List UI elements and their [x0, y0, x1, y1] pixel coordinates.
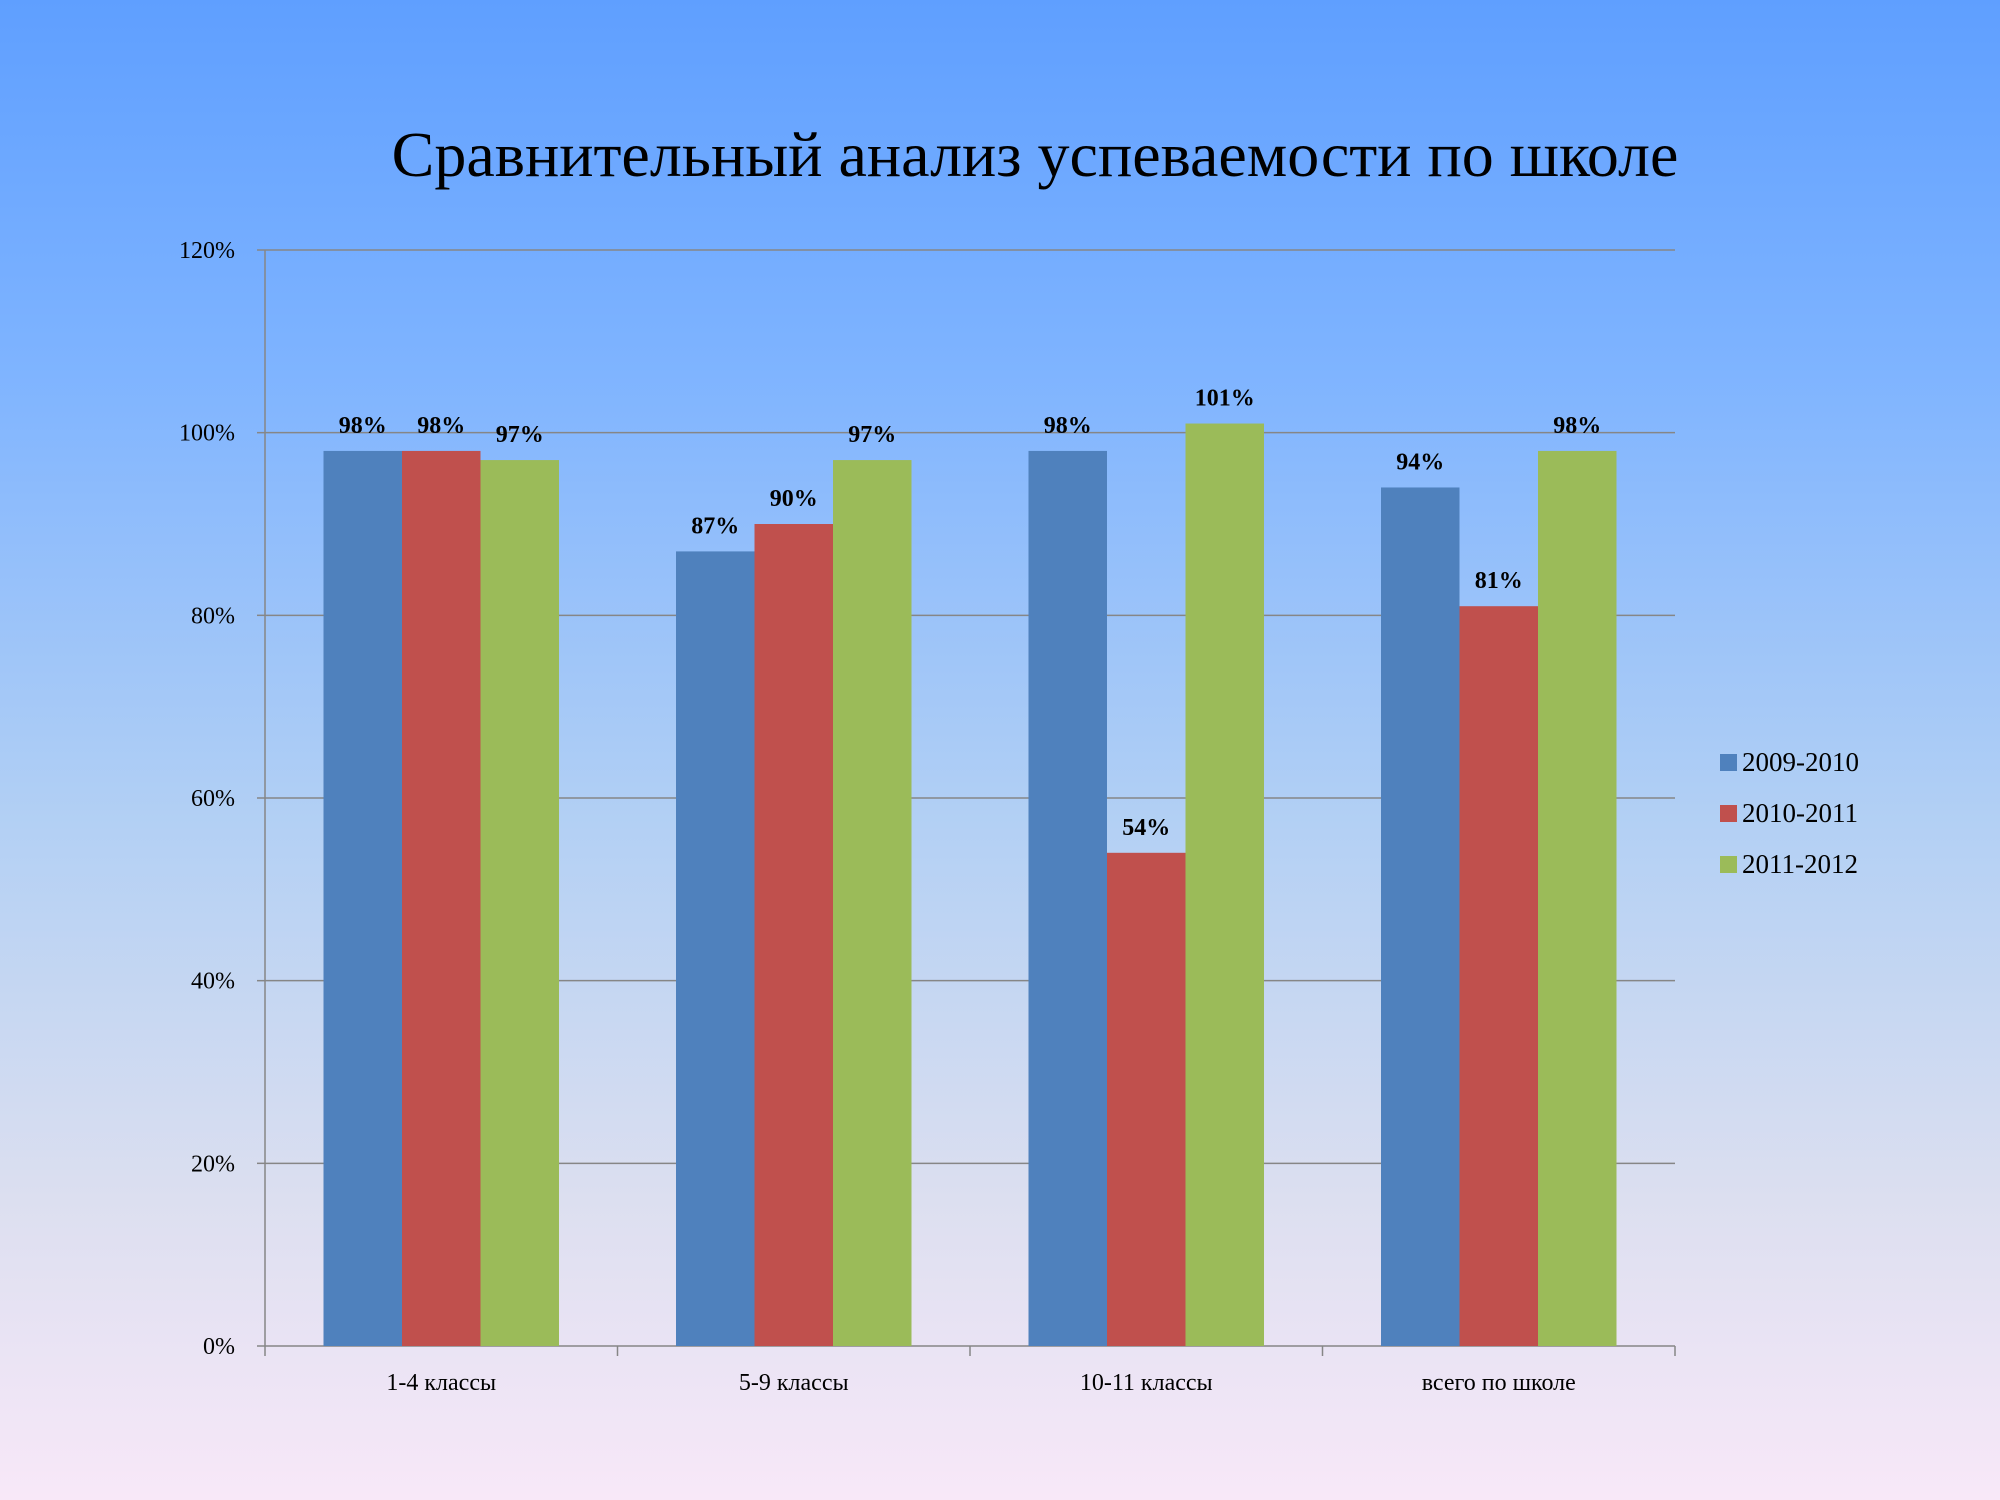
- bars: [323, 423, 1617, 1347]
- data-label: 87%: [691, 513, 739, 539]
- chart-title: Сравнительный анализ успеваемости по шко…: [391, 119, 1679, 190]
- data-labels: 98% 98% 97% 87% 90% 97% 98% 54% 101% 94% 81% 98%: [339, 386, 1602, 841]
- data-label: 98%: [1553, 413, 1601, 439]
- bar: [323, 450, 402, 1346]
- y-tick-label: 40%: [191, 969, 235, 995]
- legend-label: 2009-2010: [1742, 747, 1859, 777]
- bar: [402, 450, 481, 1346]
- data-label: 98%: [339, 413, 387, 439]
- bar: [1538, 450, 1617, 1346]
- legend-swatch: [1720, 856, 1737, 873]
- data-label: 54%: [1122, 815, 1170, 841]
- y-tick-label: 80%: [191, 603, 235, 629]
- data-label: 97%: [848, 422, 896, 448]
- bar: [1107, 852, 1186, 1346]
- legend-swatch: [1720, 805, 1737, 822]
- x-tick-label: 1-4 классы: [386, 1370, 496, 1396]
- bar: [1381, 487, 1460, 1346]
- bar: [1185, 423, 1264, 1346]
- y-tick-label: 20%: [191, 1151, 235, 1177]
- data-label: 101%: [1195, 386, 1255, 412]
- x-tick-label: 5-9 классы: [739, 1370, 849, 1396]
- data-label: 81%: [1475, 568, 1523, 594]
- y-tick-label: 120%: [179, 238, 235, 264]
- bar: [1028, 450, 1107, 1346]
- bar: [480, 460, 559, 1347]
- y-tick-label: 0%: [203, 1334, 235, 1360]
- legend: 2009-2010 2010-2011 2011-2012: [1720, 747, 1859, 879]
- bar: [833, 460, 912, 1347]
- data-label: 97%: [496, 422, 544, 448]
- y-tick-label: 100%: [179, 421, 235, 447]
- bar: [676, 551, 755, 1346]
- data-label: 98%: [417, 413, 465, 439]
- legend-label: 2010-2011: [1742, 798, 1858, 828]
- x-tick-label: всего по школе: [1422, 1370, 1576, 1396]
- legend-swatch: [1720, 754, 1737, 771]
- legend-label: 2011-2012: [1742, 849, 1858, 879]
- x-tick-label: 10-11 классы: [1080, 1370, 1213, 1396]
- data-label: 90%: [770, 486, 818, 512]
- bar: [1459, 606, 1538, 1346]
- y-tick-label: 60%: [191, 786, 235, 812]
- data-label: 98%: [1044, 413, 1092, 439]
- data-label: 94%: [1396, 449, 1444, 475]
- bar: [754, 524, 833, 1346]
